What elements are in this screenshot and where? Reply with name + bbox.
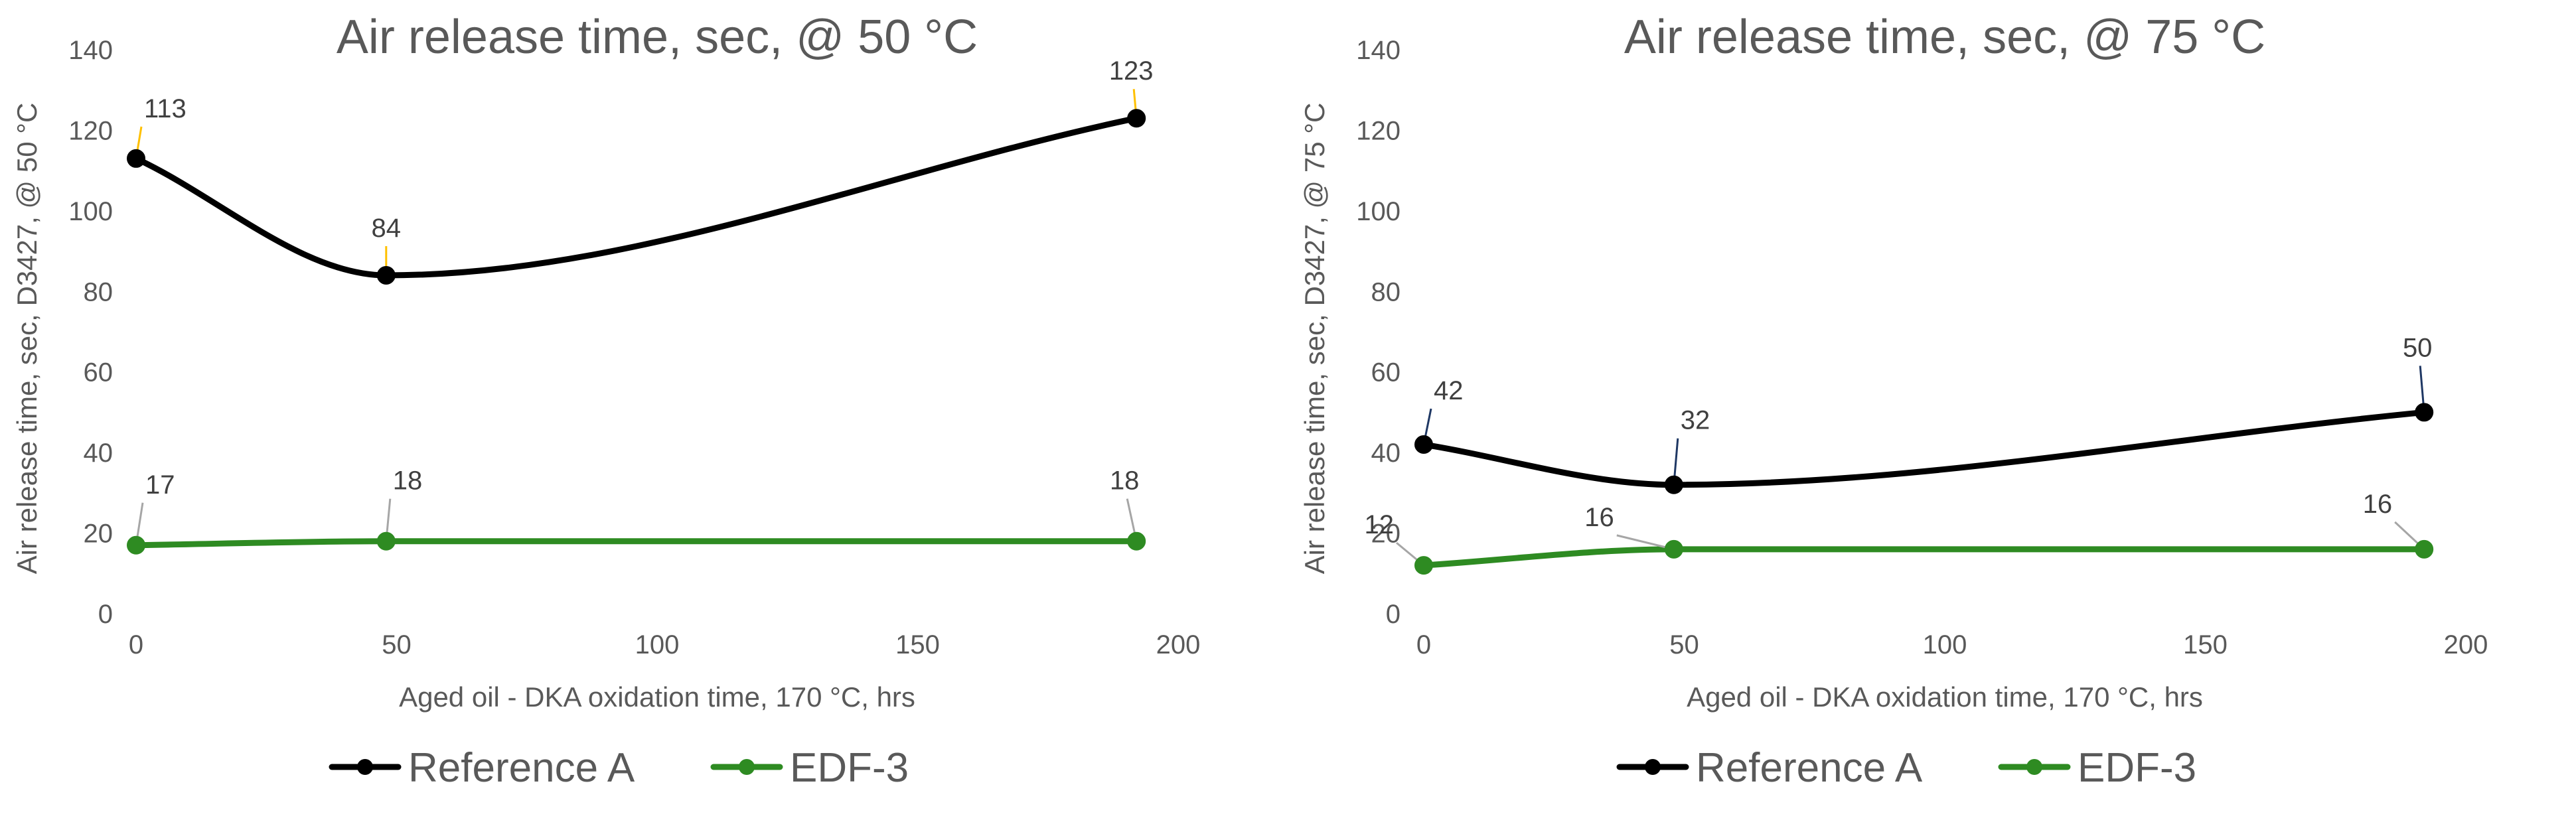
data-point-reference-a <box>1127 109 1146 128</box>
y-tick-label: 40 <box>84 439 114 468</box>
chart-title: Air release time, sec, @ 75 °C <box>1624 11 2265 64</box>
x-tick-label: 150 <box>2183 630 2228 659</box>
data-point-edf-3 <box>2415 539 2434 559</box>
legend-swatch-marker <box>739 759 755 775</box>
legend-label: EDF-3 <box>790 745 909 791</box>
data-label: 32 <box>1681 406 1710 435</box>
x-tick-label: 200 <box>2444 630 2488 659</box>
x-tick-label: 100 <box>635 630 680 659</box>
y-tick-label: 80 <box>1371 277 1401 307</box>
data-label: 42 <box>1434 376 1464 405</box>
data-label: 84 <box>372 214 402 243</box>
data-point-edf-3 <box>1664 539 1683 559</box>
y-tick-label: 0 <box>98 600 113 629</box>
data-label: 18 <box>393 466 423 496</box>
series-line-reference-a <box>1420 409 2427 488</box>
data-point-reference-a <box>127 149 145 168</box>
chart-panel-75c: Air release time, sec, @ 75 °C 0 20 40 60 80 1… <box>1288 0 2575 826</box>
data-label: 12 <box>1365 510 1395 539</box>
y-tick-label: 60 <box>84 358 114 387</box>
data-point-edf-3 <box>1414 556 1433 575</box>
data-label-leader <box>1616 534 1675 551</box>
x-axis-title: Aged oil - DKA oxidation time, 170 °C, h… <box>399 681 915 713</box>
data-point-edf-3 <box>127 535 145 555</box>
chart-panel-50c: Air release time, sec, @ 50 °C 0 20 40 60 80 1… <box>11 11 1201 791</box>
x-tick-label: 50 <box>1669 630 1699 659</box>
data-label: 18 <box>1110 466 1140 496</box>
legend-label: Reference A <box>408 745 635 791</box>
data-point-edf-3 <box>376 531 396 551</box>
data-label: 16 <box>2363 490 2393 519</box>
x-tick-label: 0 <box>129 630 143 659</box>
series-line-edf-3 <box>133 538 1140 549</box>
y-tick-label: 20 <box>1371 519 1401 549</box>
x-axis-title: Aged oil - DKA oxidation time, 170 °C, h… <box>1687 681 2203 713</box>
y-tick-label: 100 <box>1356 197 1401 226</box>
series-line-edf-3 <box>1420 546 2427 569</box>
y-tick-label: 20 <box>84 519 114 549</box>
x-tick-label: 200 <box>1156 630 1201 659</box>
y-tick-label: 60 <box>1371 358 1401 387</box>
y-axis-title: Air release time, sec, D3427, @ 75 °C <box>1299 103 1330 575</box>
x-tick-label: 150 <box>895 630 940 659</box>
data-point-reference-a <box>1664 475 1683 494</box>
y-tick-label: 120 <box>68 116 113 145</box>
x-tick-label: 100 <box>1923 630 1967 659</box>
x-tick-label: 0 <box>1416 630 1431 659</box>
y-tick-label: 140 <box>1356 36 1401 65</box>
chart-75c: Air release time, sec, @ 75 °C 0 20 40 60 80 1… <box>1299 11 2488 791</box>
y-tick-label: 140 <box>68 36 113 65</box>
data-point-reference-a <box>376 266 396 285</box>
data-label: 50 <box>2403 333 2433 362</box>
legend-label: EDF-3 <box>2078 745 2196 791</box>
chart-50c: Air release time, sec, @ 50 °C 0 20 40 60 80 1… <box>11 11 1201 791</box>
x-tick-label: 50 <box>382 630 412 659</box>
series-line-reference-a <box>133 115 1140 279</box>
y-tick-label: 120 <box>1356 116 1401 145</box>
legend-label: Reference A <box>1696 745 1923 791</box>
legend-swatch-marker <box>2026 759 2042 775</box>
legend-swatch-marker <box>1645 759 1661 775</box>
data-point-reference-a <box>1414 435 1433 454</box>
data-label: 113 <box>144 94 187 123</box>
data-label: 17 <box>145 470 175 500</box>
y-tick-label: 100 <box>68 197 113 226</box>
y-tick-label: 80 <box>84 277 114 307</box>
y-axis-title: Air release time, sec, D3427, @ 50 °C <box>11 103 42 575</box>
data-point-edf-3 <box>1127 531 1146 551</box>
legend-swatch-marker <box>357 759 373 775</box>
chart-title: Air release time, sec, @ 50 °C <box>337 11 978 64</box>
data-label: 16 <box>1584 503 1614 532</box>
y-tick-label: 0 <box>1386 600 1401 629</box>
data-point-reference-a <box>2415 403 2434 422</box>
data-label: 123 <box>1109 56 1154 86</box>
y-tick-label: 40 <box>1371 439 1401 468</box>
